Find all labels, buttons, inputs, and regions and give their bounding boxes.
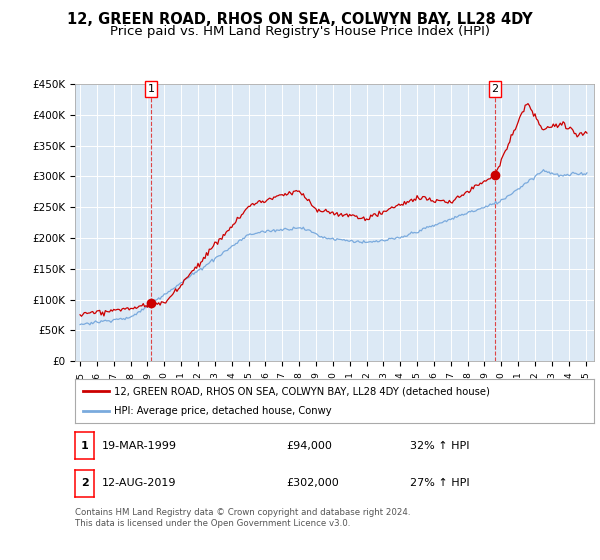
Text: 27% ↑ HPI: 27% ↑ HPI [410, 478, 470, 488]
Text: 12-AUG-2019: 12-AUG-2019 [102, 478, 176, 488]
Text: £94,000: £94,000 [286, 441, 332, 451]
Text: 1: 1 [148, 84, 154, 94]
Text: 12, GREEN ROAD, RHOS ON SEA, COLWYN BAY, LL28 4DY (detached house): 12, GREEN ROAD, RHOS ON SEA, COLWYN BAY,… [114, 386, 490, 396]
Text: Price paid vs. HM Land Registry's House Price Index (HPI): Price paid vs. HM Land Registry's House … [110, 25, 490, 38]
Text: 1: 1 [81, 441, 88, 451]
Text: Contains HM Land Registry data © Crown copyright and database right 2024.
This d: Contains HM Land Registry data © Crown c… [75, 508, 410, 528]
Text: £302,000: £302,000 [286, 478, 339, 488]
Text: 32% ↑ HPI: 32% ↑ HPI [410, 441, 470, 451]
Text: HPI: Average price, detached house, Conwy: HPI: Average price, detached house, Conw… [114, 407, 332, 417]
Text: 2: 2 [491, 84, 499, 94]
Text: 19-MAR-1999: 19-MAR-1999 [102, 441, 177, 451]
Text: 2: 2 [81, 478, 88, 488]
Text: 12, GREEN ROAD, RHOS ON SEA, COLWYN BAY, LL28 4DY: 12, GREEN ROAD, RHOS ON SEA, COLWYN BAY,… [67, 12, 533, 27]
